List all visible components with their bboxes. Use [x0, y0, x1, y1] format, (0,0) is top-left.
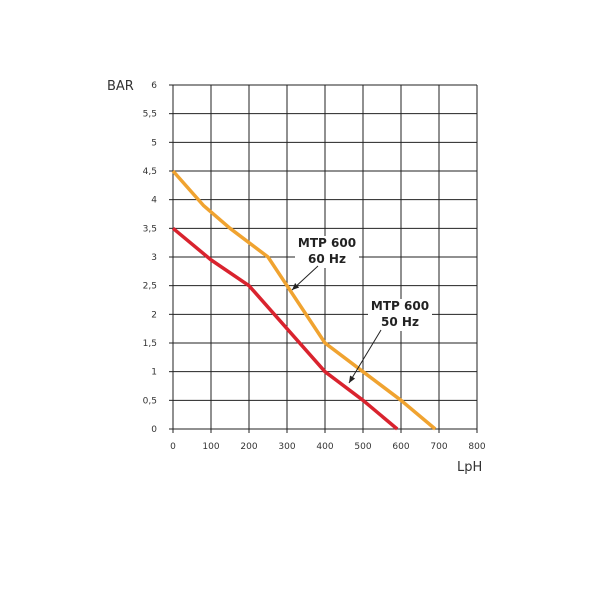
y-axis-label: BAR: [107, 79, 134, 94]
y-tick-label: 2,5: [143, 282, 157, 292]
series-line: [171, 226, 399, 431]
x-tick-label: 200: [240, 442, 257, 452]
y-tick-label: 6: [151, 81, 157, 91]
annotation-arrow: [348, 329, 382, 384]
annotation: 60 Hz: [308, 252, 346, 266]
x-axis-label: LpH: [457, 460, 482, 475]
annotation: MTP 600: [371, 299, 429, 313]
annotation: MTP 600: [298, 236, 356, 250]
y-tick-label: 2: [151, 310, 157, 320]
x-tick-label: 300: [278, 442, 295, 452]
y-tick-label: 3,5: [143, 224, 157, 234]
y-tick-label: 1,5: [143, 339, 157, 349]
y-tick-label: 3: [151, 253, 157, 263]
x-tick-label: 0: [170, 442, 176, 452]
series-line: [171, 169, 437, 431]
x-tick-label: 500: [354, 442, 371, 452]
y-tick-label: 0,5: [143, 396, 157, 406]
y-tick-label: 4: [151, 196, 157, 206]
x-tick-label: 100: [202, 442, 219, 452]
y-tick-label: 4,5: [143, 167, 157, 177]
x-tick-label: 700: [430, 442, 447, 452]
annotation: 50 Hz: [381, 315, 419, 329]
x-tick-label: 400: [316, 442, 333, 452]
x-tick-label: 600: [392, 442, 409, 452]
x-tick-label: 800: [468, 442, 485, 452]
y-tick-label: 5,5: [143, 110, 157, 120]
annotation-background: [295, 236, 359, 268]
annotation-arrow: [291, 265, 319, 291]
annotation-background: [368, 299, 432, 331]
y-tick-label: 5: [151, 138, 157, 148]
y-tick-label: 1: [151, 368, 157, 378]
y-tick-label: 0: [151, 425, 157, 435]
